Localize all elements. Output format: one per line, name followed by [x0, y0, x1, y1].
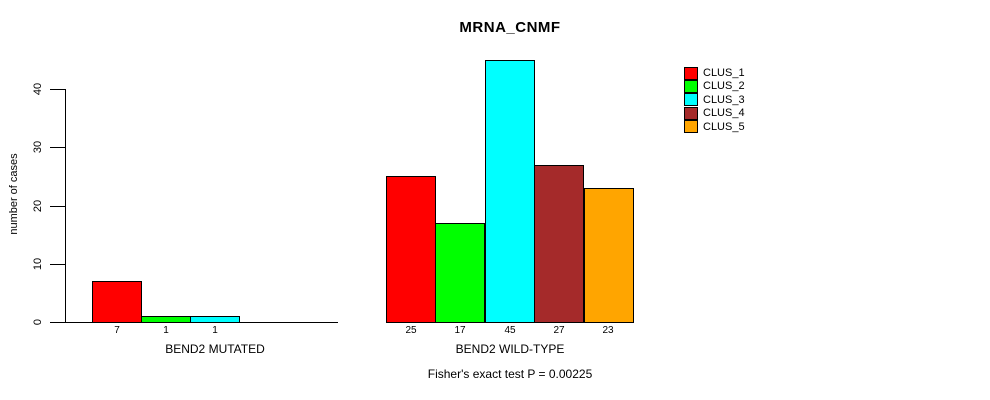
bar-value-label: 45	[504, 325, 516, 336]
y-axis-line	[65, 89, 66, 323]
bar-value-label: 1	[212, 325, 218, 336]
legend-row: CLUS_5	[684, 120, 745, 134]
annotation-text: Fisher's exact test P = 0.00225	[427, 367, 593, 381]
legend-row: CLUS_4	[684, 106, 745, 120]
legend-label: CLUS_3	[703, 93, 745, 106]
y-tick	[50, 147, 65, 148]
legend-label: CLUS_2	[703, 80, 745, 93]
chart-title: MRNA_CNMF	[459, 19, 561, 36]
legend-row: CLUS_2	[684, 79, 745, 93]
bar-value-label: 25	[405, 325, 417, 336]
bar-clus_4	[534, 165, 584, 323]
legend-label: CLUS_5	[703, 120, 745, 133]
bar-clus_2	[435, 223, 485, 323]
bar-value-label: 1	[163, 325, 169, 336]
bar-clus_1	[386, 176, 436, 323]
legend-label: CLUS_1	[703, 67, 745, 79]
bar-value-label: 17	[454, 325, 466, 336]
y-tick	[50, 322, 65, 323]
legend: CLUS_1 CLUS_2 CLUS_3 CLUS_4 CLUS_5	[684, 66, 745, 134]
bar-clus_1	[92, 281, 142, 323]
bar-clus_2	[141, 316, 191, 323]
y-tick	[50, 264, 65, 265]
legend-swatch-clus_3	[684, 93, 698, 107]
y-tick-label: 30	[32, 140, 44, 154]
bar-clus_3	[485, 60, 535, 323]
legend-row: CLUS_1	[684, 66, 745, 80]
group-label: BEND2 WILD-TYPE	[455, 342, 565, 356]
legend-row: CLUS_3	[684, 93, 745, 107]
legend-swatch-clus_1	[684, 66, 698, 80]
bar-value-label: 27	[553, 325, 565, 336]
bar-clus_3	[190, 316, 240, 323]
y-tick-label: 40	[32, 82, 44, 96]
legend-swatch-clus_5	[684, 120, 698, 134]
y-tick-label: 0	[32, 318, 44, 326]
legend-swatch-clus_2	[684, 79, 698, 93]
y-tick	[50, 206, 65, 207]
bar-value-label: 23	[602, 325, 614, 336]
legend-swatch-clus_4	[684, 106, 698, 120]
bar-value-label: 7	[114, 325, 120, 336]
group-label: BEND2 MUTATED	[165, 342, 265, 356]
y-tick-label: 20	[32, 199, 44, 213]
bar-clus_5	[584, 188, 634, 323]
y-tick	[50, 89, 65, 90]
legend-label: CLUS_4	[703, 107, 745, 120]
y-axis-title: number of cases	[8, 153, 20, 235]
y-tick-label: 10	[32, 257, 44, 271]
